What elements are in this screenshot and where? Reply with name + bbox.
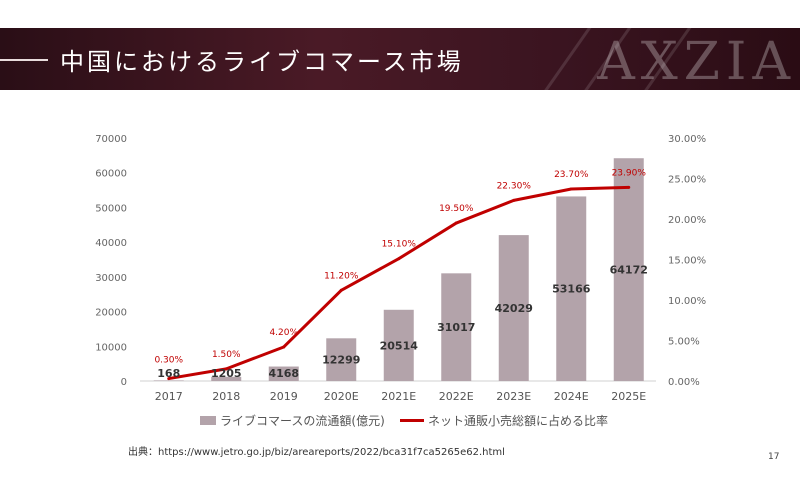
brand-logo: AXZIA [597,32,796,90]
y-left-tick-label: 70000 [95,134,127,145]
line-data-label: 19.50% [439,204,474,214]
line-point [224,367,228,371]
line-data-label: 22.30% [497,181,532,191]
title-rule [0,59,48,61]
line-data-label: 1.50% [212,350,241,360]
bar-data-label: 168 [157,367,180,380]
y-right-tick-label: 10.00% [668,296,706,307]
line-data-labels: 0.30% 1.50% 4.20% 11.20% 15.10% 19.50% 22.30% 2… [154,168,646,365]
x-axis: 2017 2018 2019 2020E 2021E 2022E 2023E 2024E 202… [155,390,647,403]
x-tick-label: 2017 [155,390,183,403]
x-tick-label: 2024E [554,390,589,403]
legend-bar-label: ライブコマースの流通額(億元) [220,414,385,428]
x-tick-label: 2021E [381,390,416,403]
bar-data-label: 53166 [552,283,591,296]
right-axis: 0.00% 5.00% 10.00% 15.00% 20.00% 25.00% 30.00% [668,134,706,388]
y-left-tick-label: 30000 [95,273,127,284]
title-banner: 中国におけるライブコマース市場 AXZIA [0,28,800,90]
line-data-label: 0.30% [154,356,183,366]
y-left-tick-label: 20000 [95,308,127,319]
line-point [282,345,286,349]
x-tick-label: 2025E [611,390,646,403]
bar-data-label: 4168 [268,367,299,380]
bar-data-label: 64172 [610,264,648,277]
line-data-label: 23.90% [612,168,647,178]
line-data-label: 15.10% [382,240,417,250]
bar [441,273,472,381]
bar [268,366,299,381]
x-tick-label: 2019 [270,390,298,403]
bar-data-label: 42029 [495,302,533,315]
line-data-label: 23.70% [554,170,589,180]
bar [153,380,184,381]
bar-data-labels: 168 1205 4168 12299 20514 31017 42029 53166 6417… [157,264,648,380]
page-number: 17 [768,452,780,462]
line-data-label: 4.20% [269,328,298,338]
line-point [569,187,573,191]
bar-series [153,158,644,381]
x-tick-label: 2022E [439,390,474,403]
line-point [167,377,171,381]
y-right-tick-label: 15.00% [668,256,706,267]
bar [383,309,414,381]
bar [326,338,357,381]
line-point [454,221,458,225]
combo-chart: 0 10000 20000 30000 40000 50000 60000 70000 0.0… [95,134,706,403]
x-tick-label: 2023E [496,390,531,403]
y-right-tick-label: 5.00% [668,337,700,348]
y-left-tick-label: 50000 [95,203,127,214]
chart-legend: ライブコマースの流通額(億元) ネット通販小売総額に占める比率 [200,412,660,430]
bar [613,158,644,381]
x-tick-label: 2020E [324,390,359,403]
bar-data-label: 20514 [380,339,419,352]
bar-data-label: 31017 [437,321,475,334]
legend-bar-swatch [200,416,216,425]
y-left-tick-label: 40000 [95,238,127,249]
line-point [627,185,631,189]
y-right-tick-label: 20.00% [668,215,706,226]
line-point [339,288,343,292]
bar-data-label: 1205 [211,367,242,380]
line-point [397,257,401,261]
line-point [512,198,516,202]
line-data-label: 11.20% [324,271,359,281]
legend-item-line: ネット通販小売総額に占める比率 [400,412,608,429]
legend-line-swatch [400,419,424,422]
x-tick-label: 2018 [212,390,240,403]
y-left-tick-label: 10000 [95,342,127,353]
source-note: 出典：https://www.jetro.go.jp/biz/arearepor… [128,447,505,458]
bar [498,235,529,381]
legend-item-bar: ライブコマースの流通額(億元) [200,412,385,429]
y-right-tick-label: 25.00% [668,175,706,186]
legend-line-label: ネット通販小売総額に占める比率 [428,414,609,428]
bar [556,196,587,381]
y-left-tick-label: 60000 [95,169,127,180]
line-series [167,185,631,381]
bar [211,376,242,381]
y-right-tick-label: 30.00% [668,134,706,145]
bar-data-label: 12299 [322,354,360,367]
y-right-tick-label: 0.00% [668,377,700,388]
page-title: 中国におけるライブコマース市場 [60,48,464,76]
left-axis: 0 10000 20000 30000 40000 50000 60000 70000 [95,134,127,388]
y-left-tick-label: 0 [121,377,127,388]
top-margin [0,0,800,28]
